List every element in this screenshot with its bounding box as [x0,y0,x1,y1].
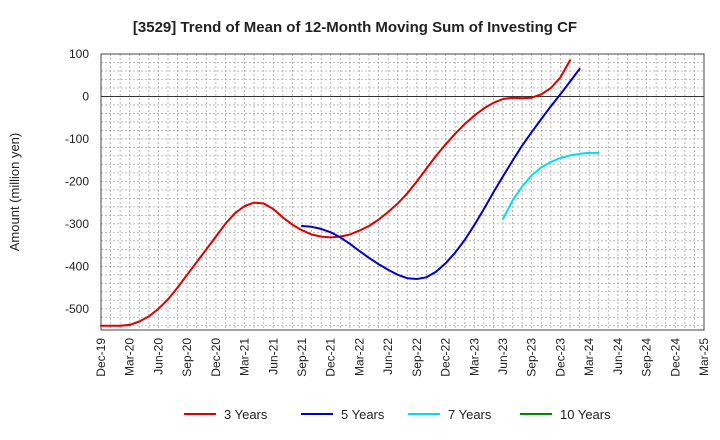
x-tick-label: Dec-20 [209,338,223,377]
y-tick-label: 100 [69,47,89,61]
legend-label: 7 Years [448,407,492,422]
plot-area [101,54,704,330]
series-line-3-years [100,59,571,327]
x-axis-ticks: Dec-19 Mar-20 Jun-20 Sep-20 Dec-20 Mar-21 Jun-… [94,338,711,377]
legend-label: 5 Years [341,407,385,422]
x-tick-label: Mar-25 [697,338,711,376]
y-tick-label: -500 [65,302,89,316]
y-tick-label: 0 [82,89,89,103]
x-tick-label: Dec-19 [94,338,108,377]
x-tick-label: Jun-24 [611,338,625,375]
x-tick-label: Dec-24 [668,338,682,377]
x-tick-label: Sep-23 [525,338,539,377]
x-tick-label: Mar-23 [467,338,481,376]
x-tick-label: Mar-20 [123,338,137,376]
x-tick-label: Sep-22 [410,338,424,377]
x-tick-label: Jun-23 [496,338,510,375]
series-line-7-years [502,151,600,220]
x-tick-label: Dec-23 [553,338,567,377]
y-axis-ticks: 100 0 -100 -200 -300 -400 -500 [65,47,89,316]
y-axis-label: Amount (million yen) [7,133,22,252]
legend-label: 10 Years [560,407,611,422]
series-line-5-years [301,67,581,280]
x-tick-label: Mar-21 [238,338,252,376]
chart-title: [3529] Trend of Mean of 12-Month Moving … [133,19,577,36]
plot-frame [100,53,705,331]
x-tick-label: Sep-20 [180,338,194,377]
legend-label: 3 Years [224,407,268,422]
x-tick-label: Sep-21 [295,338,309,377]
x-tick-label: Dec-21 [324,338,338,377]
x-tick-label: Jun-22 [381,338,395,375]
series-lines [100,59,600,327]
y-tick-label: -400 [65,259,89,273]
legend: 3 Years 5 Years 7 Years 10 Years [184,407,611,422]
x-tick-label: Dec-22 [439,338,453,377]
y-tick-label: -300 [65,217,89,231]
x-tick-label: Jun-21 [266,338,280,375]
y-tick-label: -100 [65,132,89,146]
x-tick-label: Mar-24 [582,338,596,376]
x-tick-label: Mar-22 [352,338,366,376]
x-tick-label: Jun-20 [151,338,165,375]
y-tick-label: -200 [65,174,89,188]
grid [101,54,704,330]
x-tick-label: Sep-24 [640,338,654,377]
